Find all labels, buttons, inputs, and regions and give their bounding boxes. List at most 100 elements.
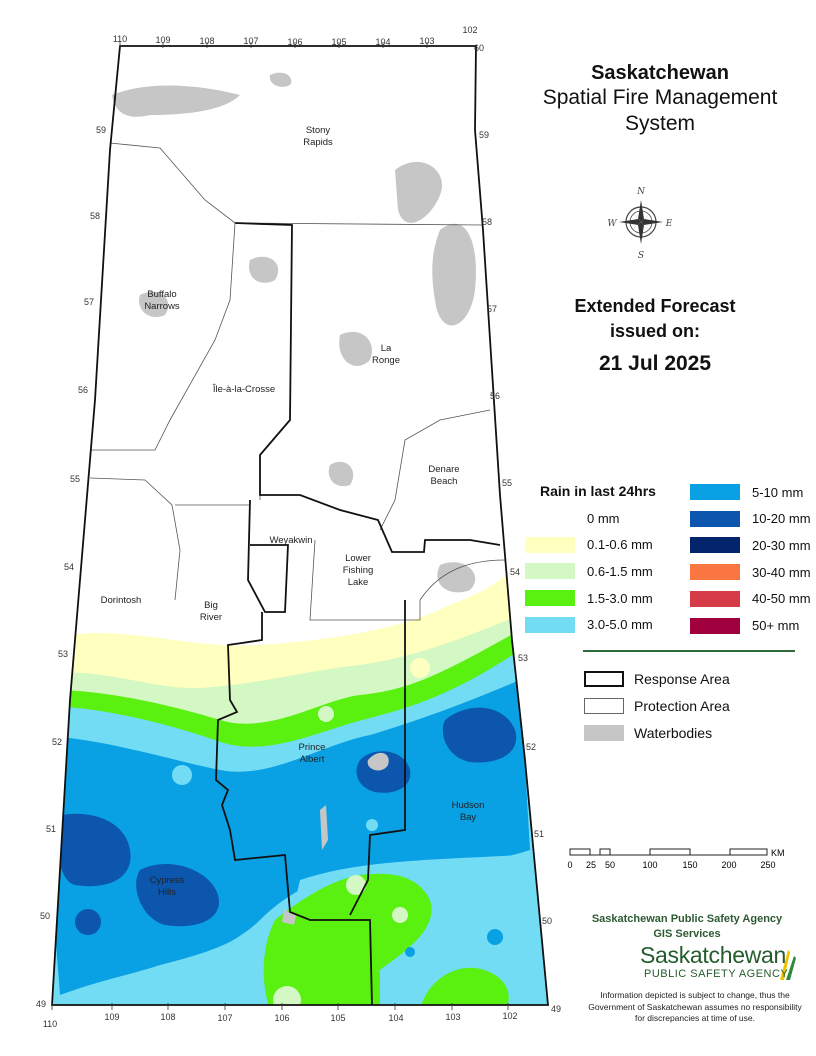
- legend-item: 1.5-3.0 mm: [525, 589, 653, 607]
- legend-label: 5-10 mm: [752, 484, 804, 500]
- lat-55-right: 55: [502, 478, 512, 488]
- forecast-line1: Extended Forecast: [574, 296, 736, 316]
- compass-rose-icon: N S E W: [607, 187, 672, 261]
- legend-label: 30-40 mm: [752, 564, 811, 580]
- lon-top-110: 110: [113, 34, 127, 44]
- lat-57-left: 57: [84, 297, 94, 307]
- legend-swatch: [525, 590, 575, 607]
- scale-tick-25: 25: [586, 860, 596, 870]
- lat-56-right: 56: [490, 391, 500, 401]
- title-line2: Spatial Fire Management: [542, 86, 778, 109]
- legend-label: 1.5-3.0 mm: [587, 590, 653, 606]
- scale-tick-0: 0: [567, 860, 572, 870]
- legend-item: 3.0-5.0 mm: [525, 616, 653, 634]
- legend-label: 40-50 mm: [752, 591, 811, 607]
- legend-item: 50+ mm: [690, 617, 799, 635]
- lon-top-102: 102: [462, 25, 477, 35]
- response-area-boundaries: [215, 222, 501, 1006]
- place-weyakwin: Weyakwin: [269, 535, 312, 546]
- waterbodies-swatch: [584, 725, 624, 741]
- lon-bottom-108: 108: [160, 1012, 175, 1022]
- place-la-ronge: La Ronge: [372, 343, 400, 366]
- lat-54-left: 54: [64, 562, 74, 572]
- legend-item: 5-10 mm: [690, 483, 803, 501]
- graticule-ticks: [51, 42, 509, 1010]
- place-dorintosh: Dorintosh: [101, 595, 142, 606]
- title-line3: System: [624, 112, 695, 135]
- protection-area-swatch: [584, 698, 624, 714]
- scale-tick-250: 250: [760, 860, 775, 870]
- latitude-labels: 60 59 59 58 58 57 57 56 56 55 55 54 54 5…: [36, 43, 561, 1014]
- legend-label: 50+ mm: [752, 618, 800, 633]
- lon-bottom-109: 109: [104, 1012, 119, 1022]
- lon-top-109: 109: [155, 35, 170, 45]
- scale-tick-50: 50: [605, 860, 615, 870]
- scale-tick-200: 200: [721, 860, 736, 870]
- lon-bottom-102: 102: [502, 1011, 517, 1021]
- lat-58-left: 58: [90, 211, 100, 221]
- lat-51-left: 51: [46, 824, 56, 834]
- lat-53-left: 53: [58, 649, 68, 659]
- place-hudson-bay: Hudson Bay: [452, 800, 485, 823]
- compass-n: N: [636, 187, 646, 197]
- legend-response-area: Response Area: [584, 669, 730, 689]
- compass-w: W: [607, 219, 617, 229]
- scale-bar: 0 25 50 100 150 200 250 KM: [567, 848, 784, 870]
- forecast-block: Extended Forecast issued on: 21 Jul 2025: [520, 294, 790, 376]
- lat-54-right: 54: [510, 567, 520, 577]
- agency-line1: Saskatchewan Public Safety Agency: [591, 913, 783, 925]
- disclaimer: Information depicted is subject to chang…: [588, 990, 802, 1023]
- lat-52-right: 52: [526, 742, 536, 752]
- agency-logo-mark-icon: [780, 950, 796, 980]
- lat-60: 60: [474, 43, 484, 53]
- lon-bottom-105: 105: [330, 1013, 345, 1023]
- province-outline: [51, 45, 549, 1006]
- lon-bottom-107: 107: [217, 1013, 232, 1023]
- scale-tick-150: 150: [682, 860, 697, 870]
- agency-line2: GIS Services: [653, 928, 721, 940]
- lon-bottom-104: 104: [388, 1013, 403, 1023]
- place-ile-a-la-crosse: Île-à-la-Crosse: [212, 384, 275, 395]
- legend-swatch: [525, 510, 575, 526]
- rain-zone-10-20: [57, 813, 131, 887]
- lat-55-left: 55: [70, 474, 80, 484]
- legend-waterbodies: Waterbodies: [584, 723, 712, 743]
- lon-top-105: 105: [331, 37, 346, 47]
- response-area-swatch: [584, 671, 624, 687]
- logo-sub: PUBLIC SAFETY AGENCY: [644, 968, 789, 980]
- legend-item: 40-50 mm: [690, 590, 811, 608]
- compass-s: S: [638, 251, 644, 261]
- place-cypress-hills: Cypress Hills: [150, 875, 185, 898]
- agency-logo: Saskatchewan PUBLIC SAFETY AGENCY: [640, 942, 800, 988]
- response-area-label: Response Area: [634, 671, 730, 687]
- lat-53-right: 53: [518, 653, 528, 663]
- legend-item: 0 mm: [525, 509, 620, 527]
- legend-swatch: [525, 536, 575, 553]
- lat-57-right: 57: [487, 304, 497, 314]
- lat-50-left: 50: [40, 911, 50, 921]
- lat-59-left: 59: [96, 125, 106, 135]
- legend-swatch: [690, 590, 740, 607]
- lat-56-left: 56: [78, 385, 88, 395]
- scale-unit: KM: [771, 848, 785, 858]
- waterbodies-label: Waterbodies: [634, 725, 713, 741]
- agency-credit: Saskatchewan Public Safety Agency GIS Se…: [587, 912, 787, 942]
- lat-59-right: 59: [479, 130, 489, 140]
- lat-50-right: 50: [542, 916, 552, 926]
- scale-tick-100: 100: [642, 860, 657, 870]
- lat-58-right: 58: [482, 217, 492, 227]
- legend-swatch: [690, 484, 740, 500]
- forecast-date: 21 Jul 2025: [598, 352, 712, 375]
- lon-top-103: 103: [419, 36, 434, 46]
- protection-area-label: Protection Area: [634, 698, 730, 714]
- lon-bottom-110: 110: [43, 1019, 57, 1029]
- legend-label: 0.1-0.6 mm: [587, 537, 653, 553]
- lat-49-right: 49: [551, 1004, 561, 1014]
- waterbodies: [112, 72, 476, 925]
- place-labels: Stony Rapids Buffalo Narrows La Ronge Île-à…: [101, 125, 485, 898]
- legend-label: 0 mm: [587, 510, 620, 526]
- legend-item: 10-20 mm: [690, 510, 811, 528]
- legend-swatch: [525, 563, 575, 580]
